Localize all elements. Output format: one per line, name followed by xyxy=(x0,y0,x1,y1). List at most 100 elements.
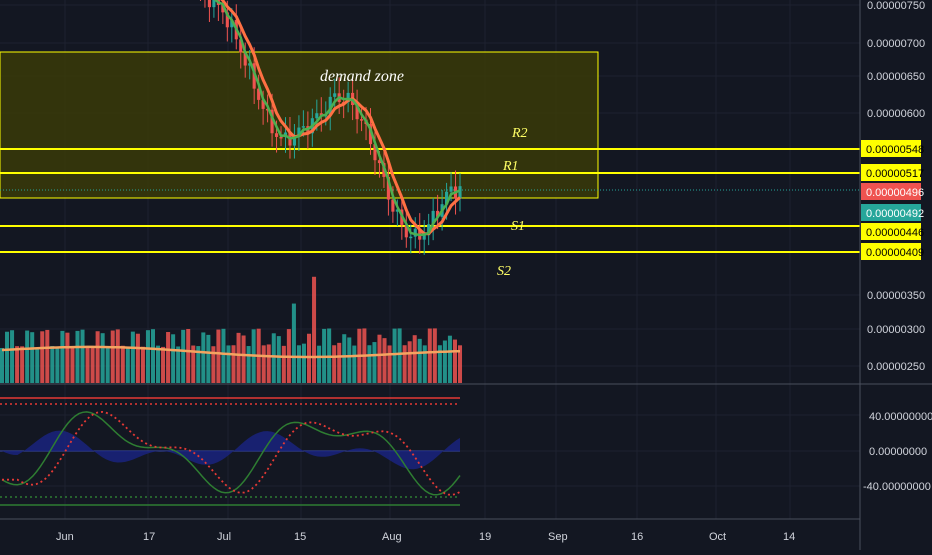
volume-bar xyxy=(196,346,201,383)
volume-bar xyxy=(176,346,181,383)
price-tag-text: 0.00000409 xyxy=(866,247,924,259)
volume-bar xyxy=(110,330,115,383)
volume-ma-line xyxy=(1,345,461,359)
volume-bar xyxy=(171,334,176,383)
level-label-r2[interactable]: R2 xyxy=(511,126,528,141)
osc-axis-label: 40.00000000 xyxy=(869,411,932,423)
candle-body xyxy=(368,124,373,145)
candle-body xyxy=(427,224,431,236)
price-tag-text: 0.00000446 xyxy=(866,227,924,239)
candle-body xyxy=(458,186,462,199)
price-tag-s1[interactable]: 0.00000446 xyxy=(861,223,924,240)
volume-bar xyxy=(60,330,65,383)
volume-bar xyxy=(317,345,322,383)
osc-axis-label: 0.00000000 xyxy=(869,446,927,458)
ma-slow-line[interactable] xyxy=(196,0,462,236)
volume-bar xyxy=(372,342,377,383)
time-axis-label: Sep xyxy=(548,531,568,543)
volume-bar xyxy=(166,332,171,383)
volume-bar xyxy=(30,332,35,383)
level-label-r1[interactable]: R1 xyxy=(502,159,519,174)
volume-bar xyxy=(5,331,10,383)
volume-bar xyxy=(246,346,251,383)
volume-bar xyxy=(452,339,457,383)
volume-bar xyxy=(301,343,306,383)
ma-fast-line[interactable] xyxy=(196,0,461,237)
price-axis-label: 0.00000750 xyxy=(867,0,925,12)
volume-bar xyxy=(0,348,5,383)
volume-bar xyxy=(161,346,166,383)
volume-bar xyxy=(95,331,100,383)
candle-body xyxy=(355,105,359,120)
osc-fast-line[interactable] xyxy=(1,411,461,496)
price-axis[interactable]: 0.00000750 0.00000700 0.00000650 0.00000… xyxy=(867,0,925,373)
candle-body xyxy=(328,96,332,116)
candle-body xyxy=(248,63,252,66)
volume-bar xyxy=(105,347,110,383)
time-axis-label: 17 xyxy=(143,531,155,543)
osc-axis[interactable]: 40.00000000 0.00000000 -40.00000000 xyxy=(863,411,932,493)
demand-zone-label[interactable]: demand zone xyxy=(320,68,404,85)
price-tag-r2[interactable]: 0.00000548 xyxy=(861,140,924,157)
volume-bar xyxy=(392,328,397,383)
volume-bar xyxy=(15,346,20,383)
time-axis[interactable]: Jun 17 Jul 15 Aug 19 Sep 16 Oct 14 xyxy=(56,531,795,543)
candle-body xyxy=(221,4,225,13)
time-axis-label: 19 xyxy=(479,531,491,543)
price-tag-last[interactable]: 0.00000496 xyxy=(861,183,924,200)
volume-bar xyxy=(271,333,276,383)
candle-body xyxy=(422,235,426,240)
volume-bar xyxy=(442,340,447,383)
candle-body xyxy=(346,92,350,103)
volume-bar xyxy=(407,341,412,383)
candle-body xyxy=(270,109,274,134)
time-axis-label: Aug xyxy=(382,531,402,543)
volume-bar xyxy=(201,332,206,383)
volume-bar xyxy=(206,334,211,383)
volume-bar xyxy=(402,345,407,383)
volume-bar xyxy=(50,346,55,383)
volume-bar xyxy=(45,329,50,383)
volume-bar xyxy=(70,347,75,383)
price-tag-s2[interactable]: 0.00000409 xyxy=(861,243,924,260)
volume-bar xyxy=(241,335,246,383)
candle-body xyxy=(274,133,279,137)
volume-bar xyxy=(236,332,241,383)
volume-bar xyxy=(40,331,45,383)
candle-body xyxy=(239,39,243,53)
candle-body xyxy=(301,126,305,128)
volume-bar xyxy=(20,346,25,383)
volume-bar xyxy=(387,345,392,383)
price-tag-r1[interactable]: 0.00000517 xyxy=(861,164,924,181)
volume-bar xyxy=(382,338,387,383)
level-label-s2[interactable]: S2 xyxy=(497,264,511,279)
volume-bar xyxy=(417,338,422,383)
osc-histogram xyxy=(2,430,460,470)
volume-bar xyxy=(226,345,231,383)
volume-bar xyxy=(447,335,452,383)
level-label-s1[interactable]: S1 xyxy=(511,219,525,234)
price-tag-bg xyxy=(861,223,921,240)
price-tag-bg xyxy=(861,183,921,200)
time-axis-label: Jun xyxy=(56,531,74,543)
time-axis-label: Jul xyxy=(217,531,231,543)
volume-bar xyxy=(90,346,95,383)
price-axis-label: 0.00000300 xyxy=(867,324,925,336)
candle-body xyxy=(445,191,449,205)
volume-bar xyxy=(216,329,221,383)
candle-body xyxy=(207,0,211,8)
time-axis-label: Oct xyxy=(709,531,726,543)
volume-bar xyxy=(412,335,417,383)
price-tag-bg xyxy=(861,140,921,157)
price-tags: 0.00000548 0.00000517 0.00000496 0.00000… xyxy=(861,140,924,260)
volume-bar xyxy=(130,331,135,383)
volume-bar xyxy=(186,328,191,383)
volume-bar xyxy=(181,329,186,383)
price-tag-ma[interactable]: 0.00000492 xyxy=(861,204,924,221)
candle-body xyxy=(252,63,256,89)
osc-axis-label: -40.00000000 xyxy=(863,481,931,493)
volume-bar xyxy=(397,328,402,383)
time-axis-label: 16 xyxy=(631,531,643,543)
volume-bar xyxy=(266,344,271,383)
